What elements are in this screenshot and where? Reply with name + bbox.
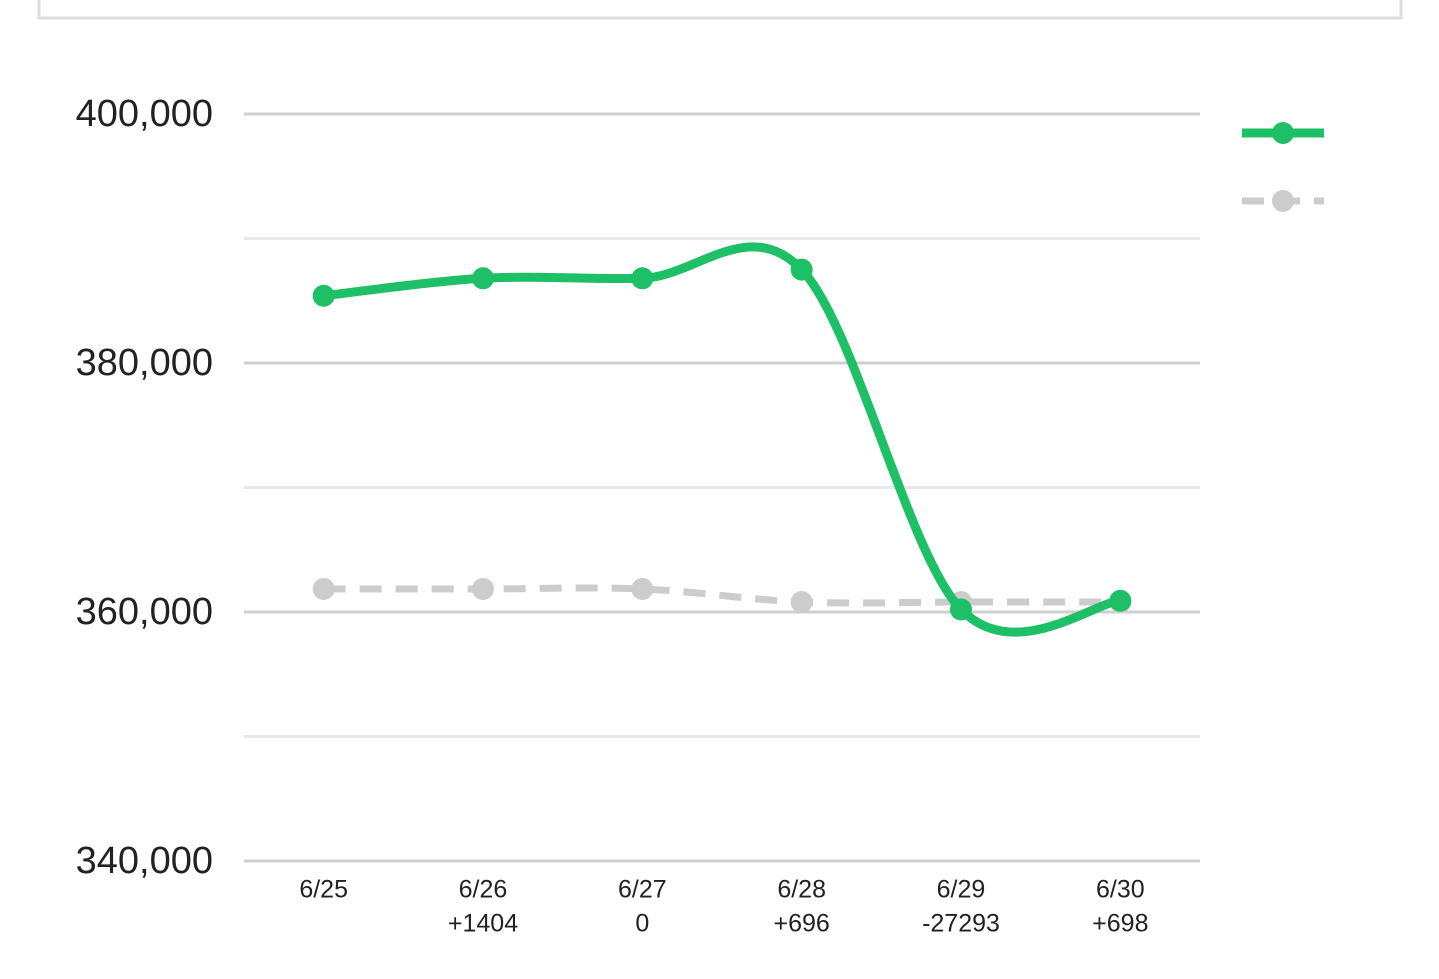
change-label: -27293 — [922, 910, 1000, 938]
point — [1109, 589, 1132, 612]
change-label: 0 — [635, 910, 649, 938]
y-tick-label: 400,000 — [76, 93, 213, 135]
series-line — [323, 242, 1122, 637]
point — [472, 267, 494, 290]
point — [790, 258, 813, 281]
point — [790, 591, 813, 614]
change-label: +698 — [1092, 910, 1148, 938]
legend-marker — [1272, 122, 1294, 144]
change-label: +696 — [774, 910, 830, 938]
point — [950, 598, 972, 621]
x-tick-label: 6/25 — [299, 876, 348, 904]
point — [631, 267, 654, 290]
change-label: +1404 — [448, 910, 518, 938]
point — [631, 577, 654, 600]
x-tick-label: 6/30 — [1096, 876, 1145, 904]
x-tick-label: 6/28 — [777, 876, 826, 904]
y-tick-label: 380,000 — [76, 342, 213, 384]
point — [472, 577, 494, 600]
x-tick-label: 6/27 — [618, 876, 667, 904]
legend-marker — [1272, 190, 1294, 212]
x-tick-label: 6/26 — [459, 876, 508, 904]
y-tick-label: 340,000 — [76, 840, 213, 882]
point — [312, 284, 335, 307]
y-tick-label: 360,000 — [76, 591, 213, 633]
panel-border — [37, 0, 1403, 20]
series-line — [323, 584, 1121, 607]
point — [312, 577, 335, 600]
x-tick-label: 6/29 — [937, 876, 986, 904]
